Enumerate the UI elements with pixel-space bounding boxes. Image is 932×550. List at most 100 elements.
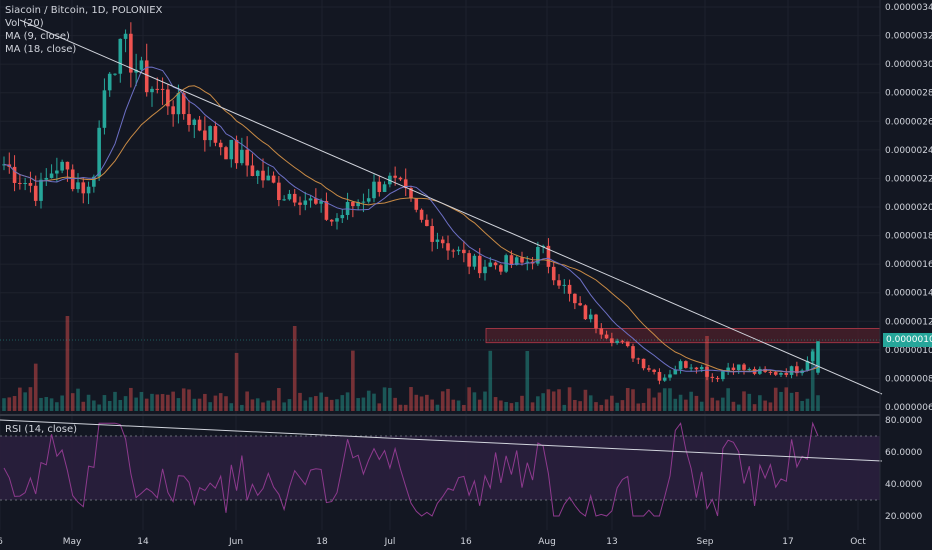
- volume-bar: [44, 397, 49, 411]
- volume-bar: [477, 399, 482, 411]
- candle-body: [414, 198, 419, 210]
- rsi-legend-label[interactable]: RSI (14, close): [5, 424, 78, 435]
- volume-bar: [805, 398, 810, 411]
- volume-bar: [583, 389, 588, 411]
- candle-body: [409, 188, 413, 199]
- vol-legend[interactable]: Vol (20): [5, 18, 44, 29]
- candle-body: [562, 284, 567, 286]
- volume-bar: [419, 396, 424, 411]
- candle-body: [795, 366, 799, 374]
- volume-bar: [314, 396, 318, 411]
- candle-body: [208, 126, 212, 141]
- volume-bar: [472, 392, 477, 411]
- candle-body: [758, 368, 762, 374]
- candle-body: [509, 255, 514, 265]
- volume-bar: [520, 395, 524, 411]
- volume-bar: [403, 404, 408, 411]
- candle-body: [129, 33, 133, 73]
- candle-body: [192, 119, 197, 125]
- candle-body: [631, 346, 635, 359]
- volume-bar: [641, 402, 646, 411]
- candle-body: [340, 215, 345, 219]
- volume-bar: [255, 398, 260, 411]
- volume-bar: [76, 388, 80, 411]
- volume-bar: [689, 391, 693, 411]
- rsi-legend: RSI (14, close): [5, 423, 77, 436]
- candle-body: [76, 182, 80, 190]
- candle-body: [81, 182, 86, 194]
- time-tick-label: 14: [137, 537, 149, 547]
- candle-body: [805, 360, 810, 371]
- volume-bar: [435, 404, 440, 411]
- candle-body: [86, 186, 91, 194]
- volume-bar: [155, 394, 160, 411]
- candle-body: [393, 175, 397, 178]
- volume-bar: [118, 399, 123, 411]
- volume-bar: [234, 352, 239, 411]
- candle-body: [599, 328, 604, 335]
- symbol-title[interactable]: Siacoin / Bitcoin, 1D, POLONIEX: [5, 5, 163, 16]
- volume-bar: [398, 404, 403, 411]
- volume-bar: [97, 404, 101, 411]
- volume-bar: [610, 395, 614, 411]
- candle-body: [773, 372, 778, 375]
- candle-body: [440, 239, 445, 244]
- candle-body: [657, 371, 662, 381]
- ma9-legend[interactable]: MA (9, close): [5, 31, 70, 42]
- candle-body: [710, 376, 715, 378]
- volume-bar: [2, 398, 6, 411]
- volume-bar: [28, 387, 33, 411]
- volume-bar: [308, 397, 313, 411]
- candle-body: [298, 202, 302, 205]
- time-tick-label: 6: [0, 537, 3, 547]
- time-tick-label: 13: [606, 537, 617, 547]
- candle-body: [282, 199, 286, 201]
- candle-body: [520, 257, 524, 263]
- candle-body: [536, 247, 540, 264]
- volume-bar: [113, 391, 117, 411]
- candle-body: [271, 175, 276, 183]
- volume-bar: [668, 388, 672, 411]
- volume-bar: [747, 393, 752, 411]
- volume-bar: [356, 398, 360, 411]
- volume-bar: [176, 398, 181, 411]
- volume-bar: [382, 387, 387, 411]
- candle-body: [213, 126, 218, 143]
- candle-body: [65, 161, 70, 170]
- volume-bar: [388, 387, 392, 411]
- candle-body: [218, 142, 223, 148]
- ma18-legend[interactable]: MA (18, close): [5, 44, 77, 55]
- volume-bar: [102, 395, 107, 411]
- volume-bar: [462, 404, 466, 411]
- candle-body: [255, 170, 260, 176]
- candle-body: [139, 60, 144, 70]
- candle-body: [594, 314, 598, 329]
- time-tick-label: Jul: [384, 537, 396, 547]
- candle-body: [678, 361, 683, 370]
- volume-bar: [49, 398, 54, 411]
- volume-bar: [594, 402, 598, 411]
- rsi-tick-label: 80.0000: [885, 416, 922, 426]
- candle-body: [446, 243, 450, 251]
- volume-bar: [213, 395, 218, 411]
- candle-body: [324, 201, 329, 220]
- candle-body: [266, 175, 271, 181]
- candle-body: [160, 88, 165, 90]
- volume-bar: [139, 391, 144, 411]
- volume-bar: [340, 395, 345, 411]
- volume-bar: [652, 397, 656, 411]
- volume-bar: [129, 387, 133, 411]
- volume-bar: [483, 391, 487, 411]
- candle-body: [377, 181, 382, 192]
- candle-body: [12, 166, 17, 183]
- rsi-tick-label: 20.0000: [885, 512, 922, 522]
- candle-body: [240, 149, 244, 164]
- volume-bar: [329, 399, 334, 411]
- volume-bar: [768, 402, 773, 411]
- candle-body: [425, 219, 429, 227]
- candle-body: [742, 364, 746, 370]
- candle-body: [287, 193, 292, 200]
- volume-bar: [546, 389, 551, 411]
